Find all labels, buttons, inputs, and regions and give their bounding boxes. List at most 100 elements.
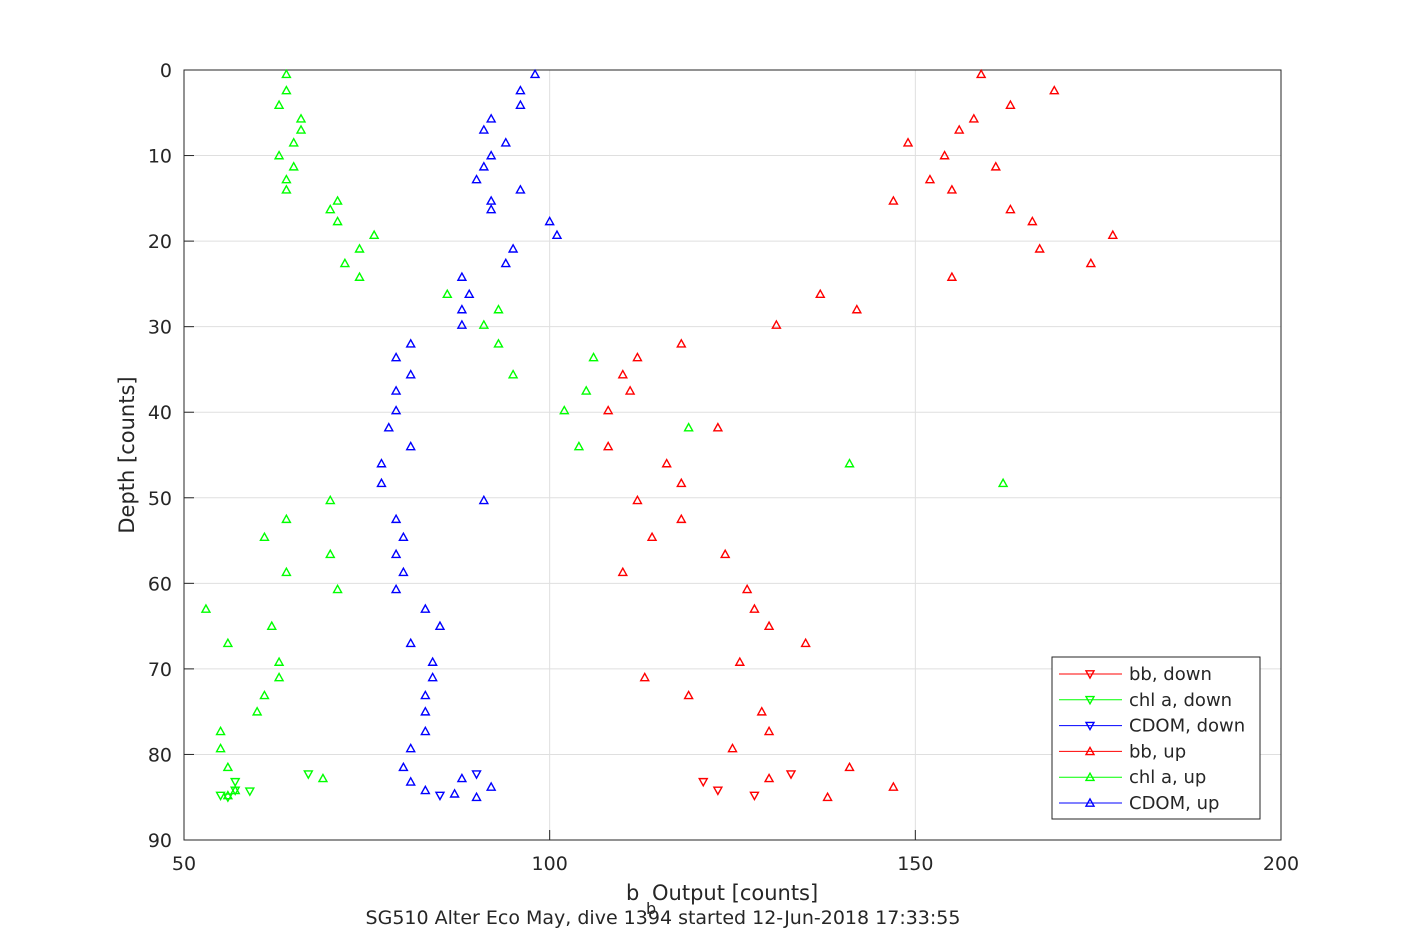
data-point-chl-a-down [303, 770, 314, 780]
data-point-bb-up [851, 304, 863, 314]
data-point-bb-up [617, 369, 628, 379]
data-point-bb-up [632, 352, 643, 362]
data-point-bb-down [749, 791, 760, 801]
data-point-bb-up [1005, 204, 1016, 214]
data-point-chl-a-up [215, 743, 226, 753]
data-point-cdom-up [398, 566, 409, 577]
data-point-bb-up [617, 566, 628, 577]
data-point-chl-a-up [230, 784, 241, 795]
data-point-bb-up [924, 174, 936, 184]
chart-caption: SG510 Alter Eco May, dive 1394 started 1… [366, 907, 961, 929]
data-point-chl-a-up [288, 137, 299, 147]
data-point-cdom-up [485, 150, 497, 160]
data-point-chl-a-up [368, 229, 380, 240]
x-axis-label-subscript: b [646, 899, 656, 918]
data-point-chl-a-down [215, 791, 226, 801]
data-point-cdom-up [405, 441, 416, 451]
data-point-cdom-up [420, 706, 431, 716]
y-tick-label: 70 [148, 659, 172, 681]
data-point-bb-down [785, 770, 797, 780]
data-point-cdom-up [485, 195, 497, 205]
data-point-cdom-up [405, 369, 416, 379]
data-point-bb-up [763, 772, 775, 783]
data-point-bb-up [815, 288, 826, 299]
data-point-cdom-up [515, 85, 526, 95]
data-point-bb-up [741, 583, 753, 594]
data-point-chl-a-up [325, 204, 336, 214]
legend-marker [1084, 695, 1096, 706]
data-point-chl-a-down [244, 787, 256, 797]
y-tick-label: 90 [148, 830, 172, 852]
data-point-bb-up [939, 150, 950, 160]
data-point-chl-a-up [222, 637, 234, 648]
data-point-chl-a-up [281, 566, 292, 577]
data-point-cdom-up [398, 761, 409, 772]
data-point-chl-a-up [332, 215, 343, 226]
data-point-chl-a-up [259, 689, 270, 700]
data-point-chl-a-up [273, 672, 285, 682]
data-point-cdom-up [390, 583, 402, 594]
legend-marker [1084, 745, 1096, 756]
data-point-cdom-up [478, 161, 490, 171]
legend-label: CDOM, up [1129, 793, 1219, 814]
x-tick-label: 150 [897, 853, 933, 875]
data-point-bb-up [719, 548, 731, 559]
data-point-chl-a-up [281, 174, 292, 184]
data-point-bb-up [902, 137, 914, 147]
data-point-chl-a-up [222, 761, 234, 772]
x-tick-label: 100 [532, 853, 568, 875]
y-tick-label: 60 [148, 573, 172, 595]
data-point-chl-a-up [559, 405, 570, 415]
data-point-cdom-up [500, 137, 511, 147]
data-point-cdom-up [398, 531, 409, 542]
x-tick-label: 50 [172, 853, 196, 875]
data-point-chl-a-up [251, 706, 263, 716]
data-point-cdom-up [464, 288, 475, 299]
data-point-chl-a-up [273, 150, 285, 160]
data-point-cdom-up [500, 257, 511, 268]
data-point-chl-a-up [581, 385, 592, 395]
data-point-chl-a-up [573, 441, 585, 451]
data-point-bb-up [734, 656, 746, 666]
data-point-bb-up [888, 195, 899, 205]
y-tick-label: 30 [148, 317, 172, 339]
data-point-cdom-up [427, 656, 438, 666]
data-point-cdom-up [390, 385, 402, 395]
data-point-chl-a-up [354, 243, 365, 253]
data-point-chl-a-up [588, 352, 599, 362]
y-tick-label: 40 [148, 402, 172, 424]
data-point-cdom-up [405, 743, 416, 753]
x-axis-label-main: b [626, 881, 639, 905]
legend-label: bb, down [1129, 664, 1212, 685]
data-point-bb-up [844, 761, 855, 772]
data-point-chl-a-up [215, 725, 226, 736]
data-point-bb-up [946, 184, 958, 194]
data-point-cdom-up [420, 725, 431, 736]
data-point-bb-up [888, 781, 899, 791]
data-point-chl-a-up [222, 790, 234, 800]
data-point-chl-a-up [200, 603, 212, 613]
legend-marker [1084, 771, 1096, 782]
legend-label: CDOM, down [1129, 716, 1245, 737]
data-point-cdom-up [485, 113, 497, 123]
data-point-chl-a-up [281, 85, 292, 95]
legend-marker [1084, 721, 1096, 732]
data-point-chl-a-down [222, 793, 234, 803]
data-point-cdom-up [471, 791, 482, 802]
data-point-cdom-up [405, 338, 416, 348]
x-axis-label: b b Output [counts] [626, 881, 818, 919]
data-point-bb-up [676, 513, 687, 524]
data-point-chl-a-up [273, 656, 285, 666]
data-point-cdom-up [478, 124, 490, 134]
data-point-chl-a-up [325, 494, 336, 505]
data-point-cdom-up [390, 405, 402, 415]
y-tick-label: 0 [160, 60, 172, 82]
data-point-chl-a-down [230, 777, 241, 788]
data-point-cdom-up [544, 215, 555, 226]
data-point-chl-a-up [295, 113, 307, 123]
data-point-chl-a-up [281, 68, 292, 79]
data-point-chl-a-up [266, 620, 277, 631]
data-point-cdom-up [420, 784, 431, 795]
data-point-chl-a-up [507, 369, 519, 379]
